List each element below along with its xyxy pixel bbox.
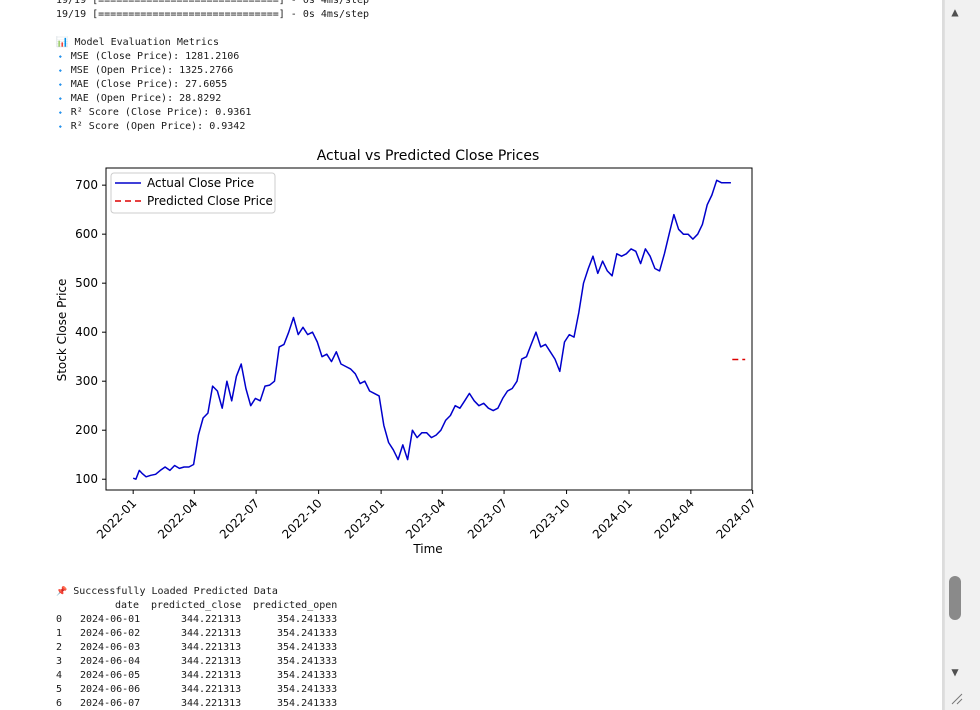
diamond-icon: 🔹 [56, 53, 65, 61]
table-cell-date: 2024-06-06 [80, 684, 141, 695]
series-layer [132, 179, 746, 480]
table-cell-index: 1 [56, 628, 63, 639]
scroll-up-icon[interactable]: ▲ [951, 5, 959, 19]
metric-item: 🔹 MAE (Open Price): 28.8292 [56, 92, 221, 106]
chart-icon: 📊 [56, 37, 69, 48]
table-cell-date: 2024-06-04 [80, 656, 141, 667]
x-tick-label: 2022-07 [217, 496, 262, 541]
y-tick-label: 100 [75, 472, 98, 486]
table-cell-close: 344.221313 [181, 628, 242, 639]
notebook-output-area: 19/19 [==============================] -… [55, 0, 759, 709]
y-tick-label: 700 [75, 178, 98, 192]
table-cell-date: 2024-06-05 [80, 670, 141, 681]
predicted-header-label: Successfully Loaded Predicted Data [73, 586, 278, 597]
table-cell-date: 2024-06-01 [80, 614, 141, 625]
x-tick-label: 2024-04 [652, 496, 697, 541]
table-cell-date: 2024-06-07 [80, 698, 141, 709]
table-cell-date: 2024-06-02 [80, 628, 141, 639]
table-cell-open: 354.241333 [277, 656, 338, 667]
metrics-header: 📊 Model Evaluation Metrics [56, 36, 219, 50]
metric-item: 🔹 MAE (Close Price): 27.6055 [56, 78, 227, 92]
divider [942, 0, 944, 710]
table-cell-close: 344.221313 [181, 614, 242, 625]
table-cell-open: 354.241333 [277, 684, 338, 695]
table-cell-open: 354.241333 [277, 670, 338, 681]
x-tick-label: 2023-10 [527, 496, 572, 541]
table-cell-open: 354.241333 [277, 628, 338, 639]
y-axis-label: Stock Close Price [55, 279, 69, 382]
metric-item-label: MSE (Close Price): 1281.2106 [70, 51, 240, 62]
plot-frame [105, 167, 753, 491]
x-axis-label: Time [412, 542, 442, 556]
vertical-scrollbar[interactable]: ▲ ▼ [944, 0, 980, 710]
y-tick-label: 600 [75, 227, 98, 241]
y-tick-label: 500 [75, 276, 98, 290]
legend-box [110, 172, 276, 214]
diamond-icon: 🔹 [56, 109, 65, 117]
y-axis: 100 200 300 400 500 600 700 [75, 178, 106, 486]
metric-item: 🔹 R² Score (Open Price): 0.9342 [56, 120, 245, 134]
metric-item-label: MAE (Open Price): 28.8292 [70, 93, 222, 104]
table-cell-close: 344.221313 [181, 656, 242, 667]
y-tick-label: 200 [75, 423, 98, 437]
diamond-icon: 🔹 [56, 123, 65, 131]
legend-label-actual: Actual Close Price [147, 176, 254, 190]
actual-close-price-line [132, 179, 731, 480]
metric-item-label: R² Score (Close Price): 0.9361 [70, 107, 252, 118]
diamond-icon: 🔹 [56, 95, 65, 103]
table-cell-close: 344.221313 [181, 684, 242, 695]
pin-icon: 📌 [56, 587, 68, 597]
predicted-header: 📌 Successfully Loaded Predicted Data [56, 585, 278, 599]
legend: Actual Close Price Predicted Close Price [110, 172, 276, 214]
x-tick-label: 2023-01 [342, 496, 387, 541]
price-chart: Actual vs Predicted Close Prices 100 200 3… [55, 148, 759, 556]
table-header-open: predicted_open [253, 600, 338, 611]
scrollbar-thumb[interactable] [949, 576, 961, 620]
table-cell-close: 344.221313 [181, 698, 242, 709]
table-cell-open: 354.241333 [277, 614, 338, 625]
scroll-down-icon[interactable]: ▼ [951, 665, 959, 679]
x-tick-label: 2022-04 [155, 496, 200, 541]
x-axis: 2022-01 2022-04 2022-07 2022-10 2023-01 2023-… [94, 490, 759, 542]
table-cell-index: 2 [56, 642, 63, 653]
table-cell-index: 3 [56, 656, 63, 667]
metric-item-label: MSE (Open Price): 1325.2766 [70, 65, 234, 76]
training-log-line: 19/19 [==============================] -… [56, 9, 370, 20]
metrics-header-label: Model Evaluation Metrics [74, 37, 219, 48]
x-tick-label: 2024-01 [590, 496, 635, 541]
diamond-icon: 🔹 [56, 81, 65, 89]
table-cell-index: 6 [56, 698, 63, 709]
x-tick-label: 2023-04 [403, 496, 448, 541]
table-header-close: predicted_close [151, 600, 242, 611]
table-cell-open: 354.241333 [277, 642, 338, 653]
metric-item-label: MAE (Close Price): 27.6055 [70, 79, 228, 90]
table-cell-date: 2024-06-03 [80, 642, 141, 653]
chart-title: Actual vs Predicted Close Prices [317, 148, 540, 164]
metric-item-label: R² Score (Open Price): 0.9342 [70, 121, 246, 132]
x-tick-label: 2024-07 [713, 496, 758, 541]
x-tick-label: 2022-01 [94, 496, 139, 541]
table-cell-index: 5 [56, 684, 63, 695]
table-cell-close: 344.221313 [181, 642, 242, 653]
resize-grip-icon[interactable] [948, 690, 964, 706]
table-header-date: date [115, 600, 140, 611]
diamond-icon: 🔹 [56, 67, 65, 75]
metric-item: 🔹 R² Score (Close Price): 0.9361 [56, 106, 251, 120]
table-cell-index: 0 [56, 614, 63, 625]
table-cell-close: 344.221313 [181, 670, 242, 681]
metric-item: 🔹 MSE (Close Price): 1281.2106 [56, 50, 239, 64]
y-tick-label: 300 [75, 374, 98, 388]
y-tick-label: 400 [75, 325, 98, 339]
table-cell-index: 4 [56, 670, 63, 681]
scrollbar-track[interactable] [945, 0, 965, 710]
x-tick-label: 2023-07 [465, 496, 510, 541]
legend-label-predicted: Predicted Close Price [147, 194, 273, 208]
training-log-line: 19/19 [==============================] -… [56, 0, 370, 6]
x-tick-label: 2022-10 [279, 496, 324, 541]
table-cell-open: 354.241333 [277, 698, 338, 709]
metric-item: 🔹 MSE (Open Price): 1325.2766 [56, 64, 233, 78]
